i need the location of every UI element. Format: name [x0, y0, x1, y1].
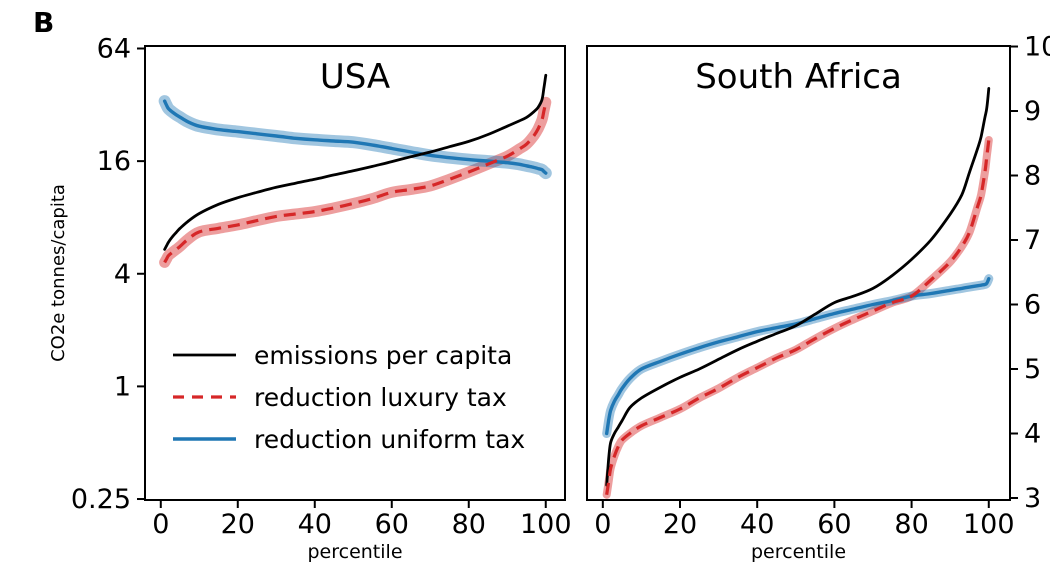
legend: emissions per capita reduction luxury tax…	[173, 341, 525, 454]
y-tick-label: 64	[97, 34, 131, 65]
legend-item: reduction luxury tax	[173, 383, 507, 412]
uniform-tax-line	[604, 277, 991, 436]
plot-frame	[586, 45, 1011, 501]
panel-title: USA	[320, 57, 390, 97]
x-tick-label: 20	[663, 509, 697, 540]
y-tick-label: 8	[1024, 161, 1041, 192]
y-tick-label: 3	[1024, 483, 1041, 514]
x-tick-label: 100	[963, 509, 1015, 540]
figure-panel-label: B	[33, 6, 55, 39]
emissions-line	[163, 73, 548, 251]
x-tick-label: 40	[740, 509, 774, 540]
legend-item-label: emissions per capita	[254, 341, 512, 370]
luxury-tax-line	[163, 101, 548, 264]
y-tick-label: 5	[1024, 354, 1041, 385]
legend-item-label: reduction uniform tax	[254, 425, 525, 454]
panel-title: South Africa	[695, 57, 902, 97]
legend-item: emissions per capita	[173, 341, 512, 370]
x-axis-label: percentile	[751, 541, 846, 563]
y-tick-label: 4	[114, 259, 131, 290]
y-axis-label: CO2e tonnes/capita	[48, 184, 69, 362]
x-tick-label: 80	[894, 509, 928, 540]
y-tick-label: 4	[1024, 419, 1041, 450]
plot-area-south-africa	[602, 87, 994, 499]
x-tick-label: 60	[375, 509, 409, 540]
luxury-tax-band	[602, 136, 993, 499]
y-tick-label: 0.25	[71, 484, 131, 515]
y-tick-label: 16	[97, 146, 131, 177]
panel-usa: 0 20 40 60 80 100 64 16 4 1 0.25 USA percentile CO2e …	[48, 34, 572, 563]
uniform-tax-line	[162, 99, 548, 175]
x-tick-label: 100	[520, 509, 572, 540]
legend-item: reduction uniform tax	[173, 425, 525, 454]
y-tick-label: 7	[1024, 225, 1041, 256]
luxury-tax-line	[605, 139, 991, 496]
panel-south-africa: 0 20 40 60 80 100 10 9 8 7 6 5 4 3 South Africa percent…	[586, 32, 1050, 563]
emissions-line	[605, 87, 991, 487]
x-tick-label: 80	[452, 509, 486, 540]
x-tick-label: 0	[594, 509, 611, 540]
x-tick-label: 0	[152, 509, 169, 540]
x-tick-label: 60	[817, 509, 851, 540]
y-tick-label: 1	[114, 371, 131, 402]
legend-item-label: reduction luxury tax	[254, 383, 507, 412]
x-axis-label: percentile	[307, 541, 402, 563]
x-tick-label: 20	[221, 509, 255, 540]
y-tick-label: 6	[1024, 290, 1041, 321]
plot-area-usa	[158, 73, 552, 268]
y-tick-label: 10	[1024, 32, 1050, 63]
x-tick-label: 40	[298, 509, 332, 540]
y-tick-label: 9	[1024, 96, 1041, 127]
uniform-tax-band	[602, 274, 994, 439]
